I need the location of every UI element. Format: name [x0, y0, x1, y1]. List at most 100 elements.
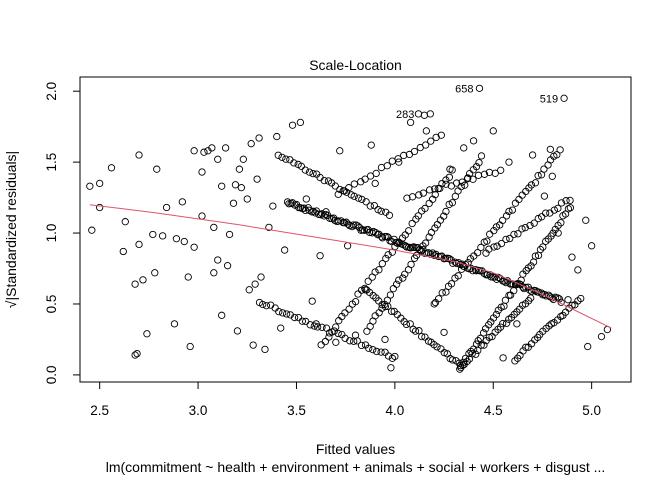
data-point: [131, 280, 139, 288]
data-point: [210, 223, 218, 232]
data-point: [433, 343, 441, 351]
data-point: [275, 307, 283, 316]
data-point: [214, 155, 222, 163]
data-point: [316, 252, 324, 260]
data-point: [387, 307, 396, 316]
data-point: [96, 203, 104, 212]
x-tick-label: 4.5: [484, 403, 503, 418]
data-point: [262, 302, 271, 310]
point-labels-layer: 658 519 283: [396, 83, 558, 121]
data-point: [445, 255, 453, 263]
data-point: [485, 245, 493, 253]
data-point: [221, 144, 230, 152]
data-point: [353, 337, 361, 345]
data-point: [494, 325, 502, 334]
data-point: [223, 262, 232, 270]
data-point: [143, 330, 151, 338]
data-point: [283, 198, 292, 206]
data-point: [346, 337, 354, 345]
data-point: [550, 206, 558, 214]
data-point: [399, 274, 407, 282]
data-point: [546, 209, 554, 217]
data-point: [278, 309, 287, 317]
point-label: 658: [455, 83, 473, 95]
data-point: [162, 203, 171, 212]
data-point: [406, 320, 414, 328]
data-point: [415, 327, 423, 335]
data-point: [556, 146, 564, 154]
data-point: [383, 296, 392, 304]
data-point: [421, 204, 429, 213]
data-point: [568, 253, 576, 261]
data-point: [502, 278, 510, 287]
data-point: [472, 162, 481, 171]
data-point: [308, 297, 316, 305]
data-point: [344, 220, 352, 228]
data-point: [370, 201, 378, 210]
data-point: [457, 182, 465, 191]
data-point: [388, 354, 397, 362]
data-point: [382, 254, 390, 263]
data-point: [577, 294, 585, 303]
data-point: [469, 137, 478, 145]
data-point: [231, 181, 240, 189]
data-point: [358, 195, 366, 204]
data-point: [233, 327, 242, 335]
subtitle-caption: lm(commitment ~ health + environment + a…: [106, 459, 606, 475]
data-point: [288, 199, 297, 207]
data-point: [363, 327, 371, 335]
data-point: [414, 212, 422, 220]
data-point: [365, 344, 373, 352]
data-point: [427, 137, 435, 145]
data-point: [566, 204, 575, 212]
data-point: [505, 207, 513, 216]
data-point: [431, 190, 439, 199]
data-point: [151, 269, 159, 277]
data-point: [366, 202, 374, 210]
x-tick-label: 3.0: [189, 403, 208, 418]
data-point: [518, 225, 526, 233]
data-point: [557, 219, 565, 227]
data-point: [527, 181, 536, 189]
data-point: [430, 300, 438, 308]
data-point: [406, 118, 415, 127]
data-point: [401, 242, 410, 250]
x-axis-label: Fitted values: [316, 441, 395, 457]
data-point: [334, 190, 342, 199]
data-point: [357, 341, 366, 350]
data-point: [371, 179, 379, 188]
data-point: [317, 211, 325, 219]
data-point: [364, 277, 372, 285]
data-point: [421, 239, 430, 247]
y-tick-label: 0.0: [44, 366, 59, 385]
data-point: [534, 172, 542, 180]
data-point: [290, 159, 298, 167]
data-point: [518, 191, 526, 199]
data-point: [536, 245, 545, 254]
data-point: [500, 277, 508, 285]
data-point: [350, 180, 358, 188]
data-point: [190, 147, 198, 155]
data-point: [417, 332, 426, 341]
data-point: [483, 237, 491, 245]
data-point: [372, 169, 380, 178]
data-point: [271, 304, 279, 312]
data-point: [301, 166, 309, 174]
point-label: 283: [396, 109, 414, 121]
data-point: [402, 243, 411, 251]
data-point: [597, 332, 606, 341]
data-point: [235, 165, 244, 173]
data-point: [297, 162, 305, 170]
data-point: [459, 358, 467, 366]
data-point: [411, 327, 420, 335]
data-point: [361, 175, 369, 183]
data-point: [88, 226, 96, 234]
data-point: [320, 176, 328, 185]
data-point: [460, 144, 468, 152]
data-point: [539, 243, 547, 251]
data-point: [510, 230, 518, 239]
data-point: [335, 317, 343, 325]
data-point: [404, 227, 413, 235]
data-point: [381, 335, 389, 344]
